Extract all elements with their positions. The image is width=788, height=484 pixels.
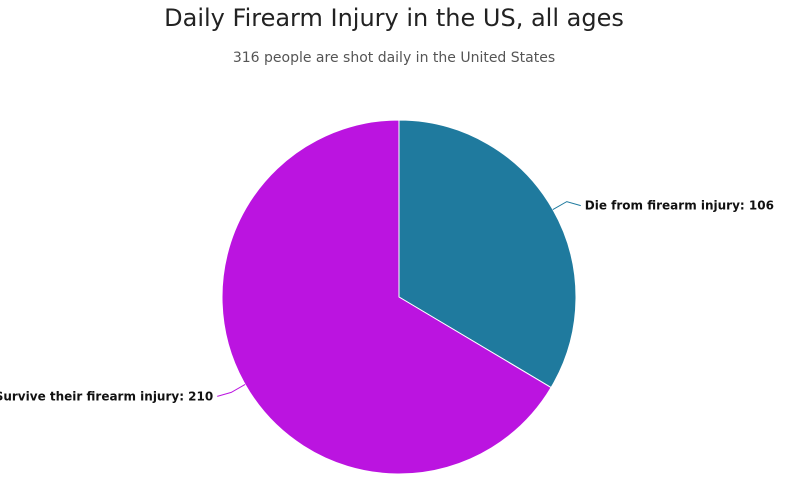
leader-line-2: [217, 384, 246, 397]
chart-title: Daily Firearm Injury in the US, all ages: [164, 4, 624, 32]
chart-subtitle: 316 people are shot daily in the United …: [232, 50, 556, 66]
pie-slice-2: [221, 119, 552, 475]
leader-line-1: [552, 201, 581, 210]
pie-labels: Die from firearm injury: 106 Survive thei…: [0, 199, 774, 404]
slice-label-1: Die from firearm injury: 106: [585, 199, 774, 213]
slice-label-2: Survive their firearm injury: 210: [0, 389, 213, 403]
pie-slices: [221, 119, 577, 475]
